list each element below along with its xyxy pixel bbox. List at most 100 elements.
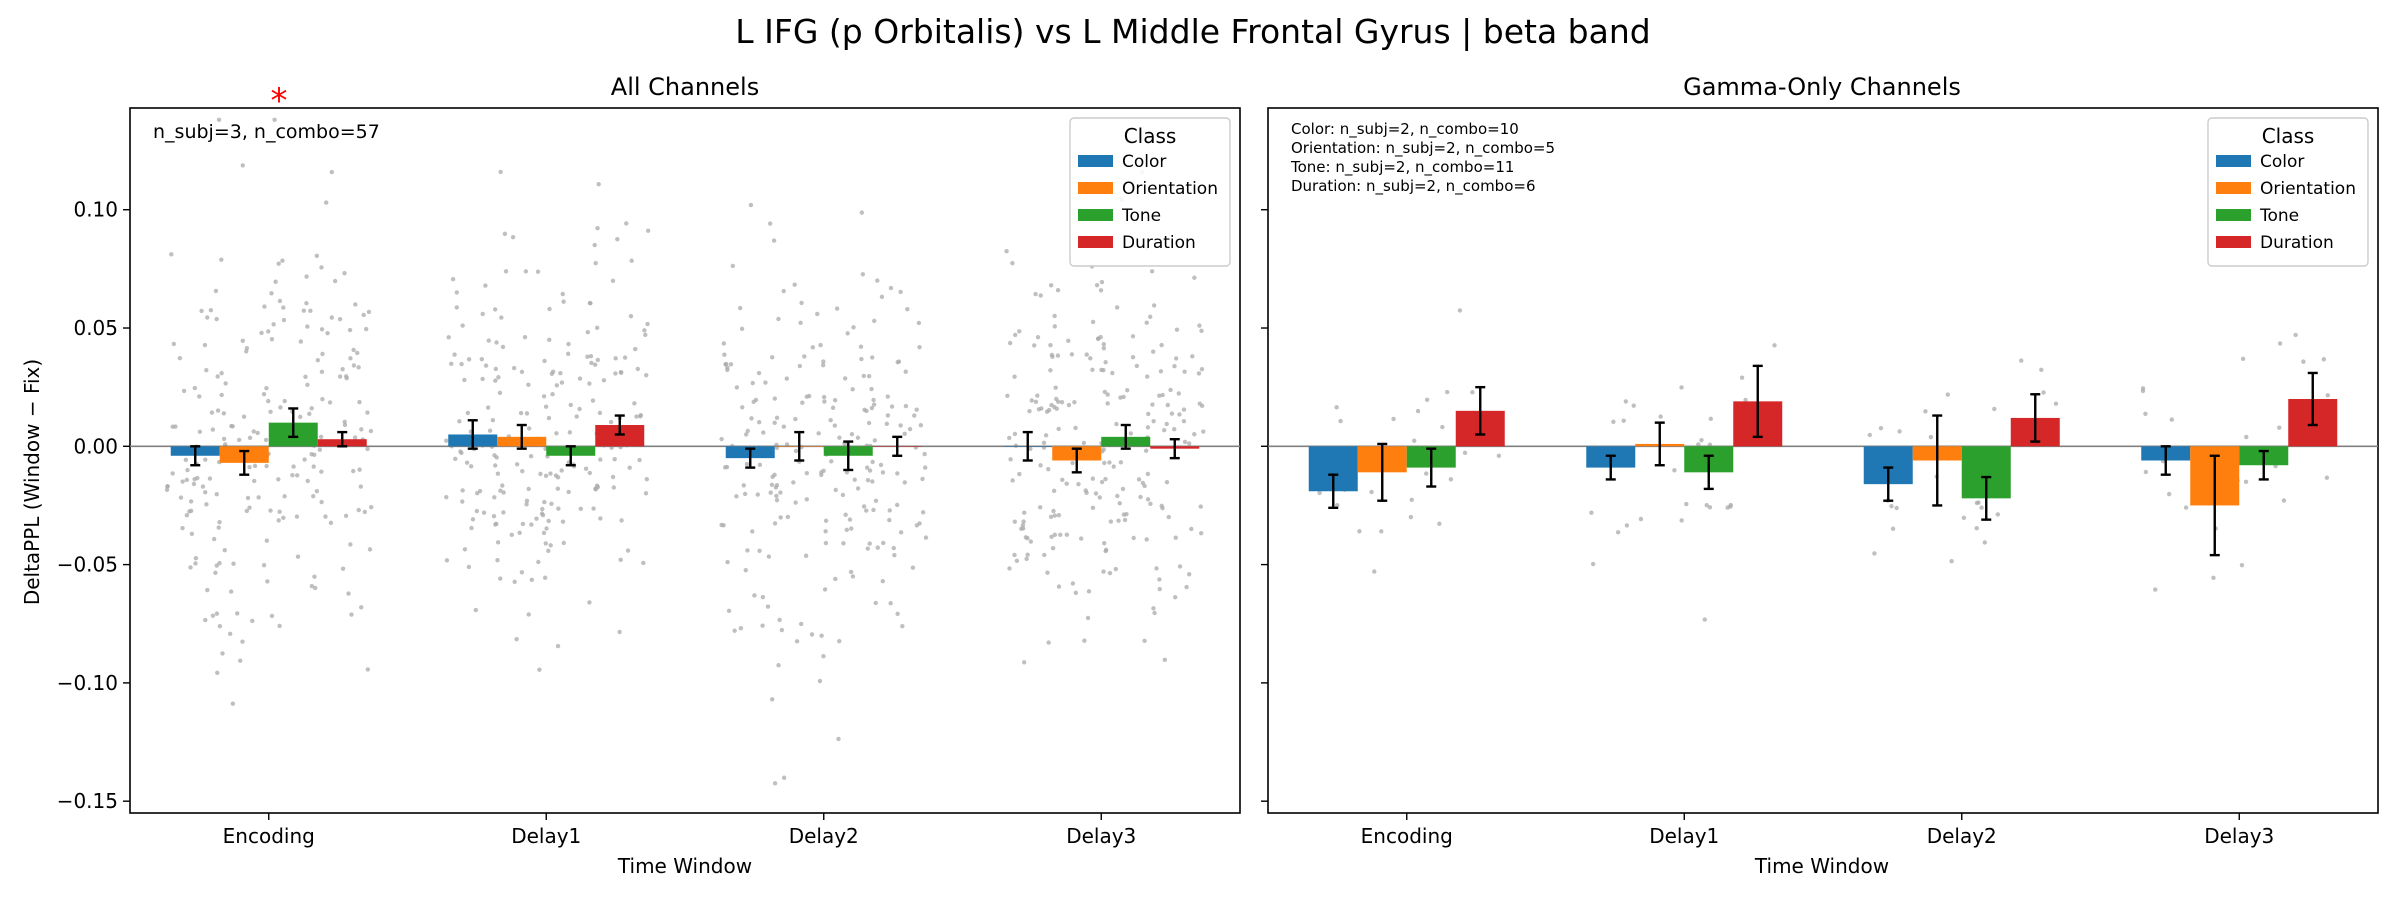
scatter-point <box>460 488 465 493</box>
scatter-point <box>261 563 267 568</box>
scatter-point <box>1672 468 1677 473</box>
scatter-point <box>859 356 864 362</box>
scatter-point <box>1470 390 1475 395</box>
scatter-point <box>178 495 184 500</box>
scatter-point <box>523 269 529 274</box>
scatter-point <box>1131 535 1136 541</box>
scatter-point <box>1192 432 1197 437</box>
scatter-point <box>1076 481 1081 487</box>
scatter-point <box>1073 590 1079 596</box>
scatter-point <box>587 300 593 306</box>
scatter-point <box>821 359 826 364</box>
scatter-point <box>852 477 857 482</box>
scatter-point <box>543 473 549 479</box>
scatter-point <box>845 331 850 336</box>
scatter-point <box>732 628 737 633</box>
scatter-point <box>865 546 870 551</box>
scatter-point <box>804 470 810 476</box>
scatter-point <box>757 548 762 554</box>
scatter-point <box>217 623 223 629</box>
legend-label-orientation: Orientation <box>1122 179 1218 199</box>
scatter-point <box>272 117 277 123</box>
scatter-point <box>872 438 878 443</box>
scatter-point <box>361 312 366 318</box>
scatter-point <box>1121 394 1126 400</box>
scatter-point <box>462 547 468 552</box>
scatter-point <box>468 464 474 469</box>
scatter-point <box>1073 425 1078 431</box>
scatter-point <box>542 358 547 364</box>
scatter-point <box>595 357 601 363</box>
scatter-point <box>891 545 896 551</box>
scatter-point <box>784 376 790 381</box>
scatter-point <box>1142 638 1147 643</box>
scatter-point <box>833 487 838 493</box>
x-tick-label-delay1: Delay1 <box>1649 824 1719 848</box>
scatter-point <box>1014 558 1020 564</box>
scatter-point <box>870 355 875 360</box>
scatter-point <box>1872 551 1877 556</box>
scatter-point <box>269 613 275 619</box>
legend-label-color: Color <box>2260 152 2304 172</box>
scatter-point <box>295 473 300 478</box>
scatter-point <box>1099 279 1105 285</box>
x-tick-label-delay3: Delay3 <box>2204 824 2274 848</box>
scatter-point <box>499 315 504 320</box>
scatter-point <box>587 381 592 386</box>
scatter-point <box>483 363 489 368</box>
x-axis-label-all-channels: Time Window <box>617 854 752 878</box>
scatter-point <box>492 453 497 458</box>
scatter-point <box>1114 421 1119 427</box>
scatter-point <box>1029 398 1034 403</box>
scatter-point <box>184 513 190 518</box>
scatter-point <box>833 576 838 582</box>
scatter-point <box>524 411 530 416</box>
scatter-point <box>357 467 362 472</box>
scatter-point <box>512 579 517 585</box>
scatter-point <box>543 541 548 546</box>
scatter-point <box>337 316 343 322</box>
scatter-point <box>245 495 251 501</box>
scatter-point <box>2239 562 2245 568</box>
scatter-point <box>177 355 183 361</box>
scatter-point <box>1033 291 1038 297</box>
scatter-point <box>1043 433 1049 438</box>
scatter-point <box>171 341 177 347</box>
scatter-point <box>578 506 583 512</box>
scatter-point <box>750 529 755 534</box>
scatter-point <box>1041 440 1047 445</box>
scatter-point <box>613 371 618 376</box>
scatter-point <box>723 362 728 367</box>
legend-label-tone: Tone <box>2259 206 2299 226</box>
scatter-point <box>888 601 893 606</box>
scatter-point <box>522 334 528 340</box>
scatter-point <box>498 576 503 581</box>
scatter-point <box>555 486 561 491</box>
scatter-point <box>277 509 282 515</box>
scatter-point <box>872 318 877 324</box>
scatter-point <box>1462 450 1468 456</box>
scatter-point <box>881 540 886 546</box>
scatter-point <box>1130 355 1136 360</box>
scatter-point <box>1020 522 1026 528</box>
scatter-point <box>548 471 553 476</box>
scatter-point <box>319 469 324 474</box>
scatter-point <box>1424 397 1430 402</box>
scatter-point <box>1974 500 1980 506</box>
scatter-point <box>173 424 178 429</box>
scatter-point <box>851 325 856 330</box>
scatter-point <box>231 561 236 566</box>
scatter-point <box>244 349 249 354</box>
scatter-point <box>768 490 773 495</box>
scatter-point <box>923 465 928 470</box>
scatter-point <box>778 490 783 495</box>
scatter-point <box>548 543 553 548</box>
scatter-point <box>1772 343 1777 348</box>
scatter-point <box>369 504 374 510</box>
scatter-point <box>749 416 754 421</box>
scatter-point <box>193 555 199 561</box>
scatter-point <box>777 617 782 623</box>
scatter-point <box>809 632 815 637</box>
panel-all-channels: All Channels n_subj=3, n_combo=57 Time W… <box>20 73 1241 878</box>
scatter-point <box>1157 393 1162 398</box>
